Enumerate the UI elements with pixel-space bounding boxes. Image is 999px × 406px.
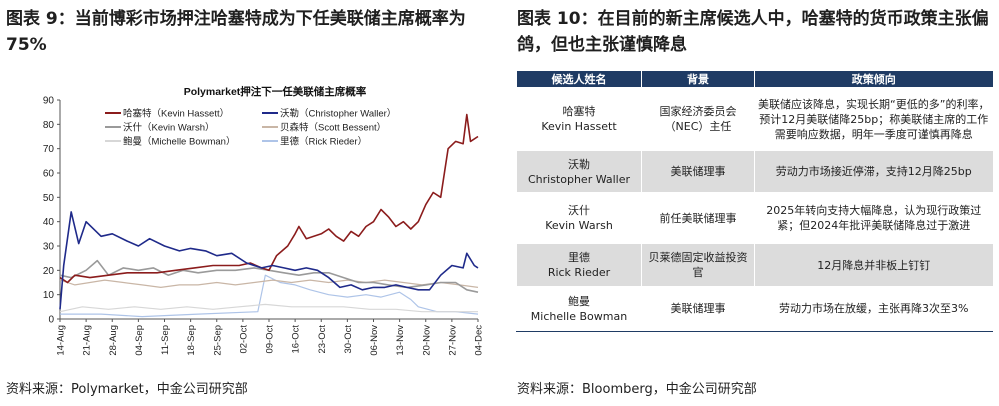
series-line-4	[59, 303, 478, 313]
candidate-name-cell: 哈塞特 Kevin Hassett	[516, 87, 642, 151]
table-row: 沃什 Kevin Warsh 前任美联储理事 2025年转向支持大幅降息，认为现行…	[516, 192, 993, 244]
chart-title: Polymarket押注下一任美联储主席概率	[184, 85, 367, 98]
name-cn: 沃勒	[568, 157, 590, 171]
series-line-0	[59, 113, 479, 284]
y-tick-label: 80	[43, 120, 55, 131]
table-row: 里德 Rick Rieder 贝莱德固定收益投资官 12月降息并非板上钉钉	[516, 244, 993, 286]
name-cn: 里德	[568, 251, 590, 264]
candidate-name-cell: 沃勒 Christopher Waller	[516, 151, 642, 192]
table-row: 哈塞特 Kevin Hassett 国家经济委员会（NEC）主任 美联储应该降息，…	[516, 87, 993, 151]
legend-label: 沃什（Kevin Warsh）	[123, 122, 215, 134]
policy-cell: 美联储应该降息，实现长期“更低的多”的利率，预计12月美联储降25bp；称美联储…	[754, 87, 993, 151]
x-tick-label: 14-Aug	[56, 325, 67, 356]
x-tick-label: 18-Sep	[186, 325, 197, 356]
candidate-name-cell: 沃什 Kevin Warsh	[516, 192, 642, 244]
x-tick-label: 21-Aug	[82, 325, 93, 356]
table-row: 沃勒 Christopher Waller 美联储理事 劳动力市场接近停滞，支持1…	[516, 151, 993, 192]
x-tick-label: 02-Oct	[238, 325, 249, 354]
x-tick-label: 20-Nov	[421, 325, 432, 356]
policy-cell: 2025年转向支持大幅降息，认为现行政策过紧；但2024年批评美联储降息过于激进	[754, 192, 993, 244]
x-tick-label: 04-Dec	[474, 325, 485, 356]
x-tick-label: 06-Nov	[369, 325, 380, 356]
x-tick-label: 23-Oct	[317, 325, 328, 354]
y-tick-label: 90	[43, 96, 55, 107]
x-tick-label: 11-Sep	[160, 325, 171, 355]
name-en: Rick Rieder	[547, 266, 611, 279]
left-figure-title: 图表 9：当前博彩市场押注哈塞特成为下任美联储主席概率为 75%	[6, 9, 466, 55]
header-policy: 政策倾向	[754, 71, 993, 87]
legend-label: 鲍曼（Michelle Bowman）	[123, 136, 235, 148]
right-figure-title: 图表 10：在目前的新主席候选人中，哈塞特的货币政策主张偏鸽，但也主张谨慎降息	[517, 9, 989, 55]
name-en: Michelle Bowman	[530, 309, 628, 323]
y-tick-label: 40	[43, 217, 55, 228]
name-cn: 沃什	[568, 204, 590, 217]
x-tick-label: 04-Sep	[134, 325, 145, 356]
x-tick-label: 30-Oct	[343, 325, 354, 354]
x-tick-label: 27-Nov	[447, 325, 458, 356]
candidate-table: 候选人姓名 背景 政策倾向 哈塞特 Kevin Hassett 国家经济委员会（N…	[516, 71, 993, 332]
background-cell: 美联储理事	[641, 151, 755, 192]
legend-label: 哈塞特（Kevin Hassett）	[123, 108, 229, 120]
probability-line-chart: Polymarket押注下一任美联储主席概率 0 10 20 30 40 50 60 70 80…	[43, 85, 485, 356]
legend-label: 沃勒（Christopher Waller）	[280, 108, 396, 120]
series-line-5	[60, 274, 479, 318]
table-row: 鲍曼 Michelle Bowman 美联储理事 劳动力市场在放缓，主张再降3次至…	[516, 286, 993, 332]
y-tick-label: 20	[43, 266, 55, 277]
x-tick-label: 16-Oct	[291, 325, 302, 354]
name-en: Christopher Waller	[527, 172, 631, 186]
y-tick-label: 60	[43, 169, 55, 180]
name-cn: 哈塞特	[562, 105, 596, 118]
policy-cell: 12月降息并非板上钉钉	[754, 244, 993, 286]
candidate-name-cell: 鲍曼 Michelle Bowman	[516, 286, 642, 332]
name-cn: 鲍曼	[568, 294, 590, 308]
x-tick-label: 09-Oct	[265, 325, 276, 354]
left-source-note: 资料来源：Polymarket，中金公司研究部	[6, 382, 248, 397]
legend-label: 里德（Rick Rieder）	[280, 136, 367, 148]
y-tick-label: 0	[48, 315, 54, 326]
name-en: Kevin Hassett	[541, 120, 617, 133]
y-tick-label: 30	[43, 242, 55, 253]
x-tick-label: 28-Aug	[108, 325, 119, 356]
candidate-name-cell: 里德 Rick Rieder	[516, 244, 642, 286]
background-cell: 国家经济委员会（NEC）主任	[641, 87, 755, 151]
y-tick-label: 50	[43, 193, 55, 204]
name-en: Kevin Warsh	[545, 219, 613, 232]
x-tick-label: 13-Nov	[395, 325, 406, 356]
header-background: 背景	[641, 71, 755, 87]
policy-cell: 劳动力市场在放缓，主张再降3次至3%	[754, 286, 993, 332]
series-line-3	[59, 279, 479, 288]
policy-cell: 劳动力市场接近停滞，支持12月降25bp	[754, 151, 993, 192]
y-tick-label: 70	[43, 144, 55, 155]
right-source-note: 资料来源：Bloomberg，中金公司研究部	[517, 382, 757, 397]
background-cell: 前任美联储理事	[641, 192, 755, 244]
x-tick-label: 25-Sep	[212, 325, 223, 356]
y-tick-label: 10	[43, 290, 55, 301]
series-line-1	[59, 211, 479, 310]
header-candidate: 候选人姓名	[516, 71, 642, 87]
background-cell: 美联储理事	[641, 286, 755, 332]
background-cell: 贝莱德固定收益投资官	[641, 244, 755, 286]
legend-label: 贝森特（Scott Bessent）	[280, 122, 386, 134]
